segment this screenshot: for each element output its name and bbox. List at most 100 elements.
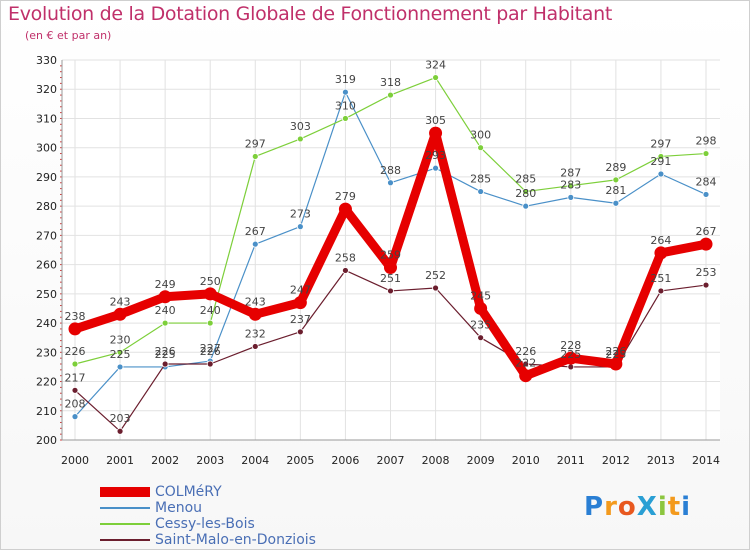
- data-label-saint-malo-en-donziois: 235: [470, 319, 491, 332]
- data-label-cessy-les-bois: 297: [245, 137, 266, 150]
- data-label-saint-malo-en-donziois: 232: [245, 327, 266, 340]
- logo-letter: o: [617, 492, 637, 522]
- x-tick-label: 2007: [377, 454, 405, 467]
- data-point-cessy-les-bois: [657, 153, 665, 160]
- data-point-saint-malo-en-donziois: [71, 386, 79, 394]
- data-point-menou: [477, 188, 485, 195]
- data-point-cessy-les-bois: [161, 319, 169, 327]
- data-label-menou: 225: [155, 348, 176, 361]
- chart-subtitle: (en € et par an): [25, 29, 112, 42]
- data-point-saint-malo-en-donziois: [161, 360, 169, 368]
- data-label-menou: 208: [65, 398, 86, 411]
- data-point-menou: [296, 223, 304, 231]
- data-point-menou: [342, 88, 349, 96]
- data-point-colmery: [654, 246, 668, 260]
- data-label-cessy-les-bois: 318: [380, 76, 401, 89]
- x-tick-label: 2000: [61, 454, 89, 467]
- data-label-colmery: 249: [155, 278, 176, 291]
- data-point-cessy-les-bois: [387, 91, 394, 99]
- data-label-menou: 225: [110, 348, 131, 361]
- data-point-saint-malo-en-donziois: [657, 287, 665, 295]
- data-label-cessy-les-bois: 226: [65, 345, 86, 358]
- data-label-colmery: 279: [335, 190, 356, 203]
- data-label-menou: 285: [470, 173, 491, 186]
- data-label-menou: 227: [200, 342, 221, 355]
- data-label-menou: 273: [290, 208, 311, 221]
- data-point-cessy-les-bois: [206, 319, 214, 327]
- legend-label-menou: Menou: [155, 500, 203, 516]
- legend-swatch-cessy: [100, 523, 150, 525]
- data-point-colmery: [203, 287, 217, 301]
- data-label-saint-malo-en-donziois: 226: [155, 345, 176, 358]
- x-tick-label: 2005: [286, 454, 314, 467]
- data-label-menou: 284: [696, 175, 717, 188]
- data-label-cessy-les-bois: 289: [605, 161, 626, 174]
- data-point-colmery: [474, 301, 488, 315]
- data-point-saint-malo-en-donziois: [432, 284, 439, 292]
- data-point-saint-malo-en-donziois: [387, 287, 394, 295]
- data-label-saint-malo-en-donziois: 253: [696, 266, 717, 279]
- data-point-cessy-les-bois: [612, 176, 620, 184]
- logo-letter: r: [604, 492, 618, 522]
- data-point-colmery: [384, 261, 397, 275]
- data-label-colmery: 305: [425, 114, 446, 127]
- data-label-saint-malo-en-donziois: 225: [605, 348, 626, 361]
- data-point-saint-malo-en-donziois: [477, 334, 485, 342]
- data-label-menou: 283: [560, 178, 581, 191]
- x-tick-label: 2012: [602, 454, 630, 467]
- data-label-menou: 293: [425, 149, 446, 162]
- data-label-colmery: 226: [605, 345, 626, 358]
- x-tick-label: 2003: [196, 454, 224, 467]
- logo-letter: t: [667, 492, 682, 522]
- chart-title: Evolution de la Dotation Globale de Fonc…: [8, 3, 613, 25]
- data-point-cessy-les-bois: [432, 74, 439, 81]
- data-point-cessy-les-bois: [702, 150, 710, 157]
- data-label-cessy-les-bois: 287: [560, 167, 581, 180]
- data-label-cessy-les-bois: 300: [470, 129, 491, 142]
- data-label-saint-malo-en-donziois: 252: [425, 269, 446, 282]
- data-label-cessy-les-bois: 324: [425, 59, 446, 72]
- y-tick-label: 240: [36, 317, 57, 330]
- data-label-saint-malo-en-donziois: 225: [560, 348, 581, 361]
- data-point-menou: [612, 199, 620, 207]
- legend-label-saint-malo: Saint-Malo-en-Donziois: [155, 532, 316, 548]
- x-tick-label: 2014: [692, 454, 720, 467]
- data-label-menou: 319: [335, 73, 356, 86]
- y-tick-label: 220: [36, 376, 57, 389]
- data-label-cessy-les-bois: 310: [335, 99, 356, 112]
- y-tick-label: 210: [36, 405, 57, 418]
- data-label-cessy-les-bois: 297: [650, 137, 671, 150]
- data-label-colmery: 250: [200, 275, 221, 288]
- y-tick-label: 320: [36, 83, 57, 96]
- y-tick-label: 260: [36, 259, 57, 272]
- x-tick-label: 2006: [331, 454, 359, 467]
- data-point-colmery: [609, 357, 623, 371]
- data-point-saint-malo-en-donziois: [567, 363, 575, 371]
- data-label-colmery: 243: [110, 295, 131, 308]
- data-label-cessy-les-bois: 240: [155, 304, 176, 317]
- data-label-colmery: 243: [245, 295, 266, 308]
- data-point-colmery: [158, 290, 172, 304]
- y-tick-label: 290: [36, 171, 57, 184]
- y-tick-label: 230: [36, 346, 57, 359]
- data-point-menou: [432, 164, 439, 172]
- data-point-menou: [657, 170, 665, 178]
- logo-letter: X: [636, 492, 658, 522]
- legend-label-colmery: COLMéRY: [155, 484, 222, 500]
- data-label-menou: 288: [380, 164, 401, 177]
- data-label-colmery: 222: [515, 357, 536, 370]
- y-tick-label: 280: [36, 200, 57, 213]
- data-label-colmery: 259: [380, 249, 401, 262]
- data-point-saint-malo-en-donziois: [116, 427, 124, 435]
- x-tick-label: 2008: [422, 454, 450, 467]
- legend-swatch-saint-malo: [100, 539, 150, 541]
- data-label-saint-malo-en-donziois: 258: [335, 251, 356, 264]
- data-point-cessy-les-bois: [251, 153, 259, 160]
- data-point-colmery: [699, 237, 713, 251]
- logo-letter: i: [681, 492, 692, 522]
- x-tick-label: 2002: [151, 454, 179, 467]
- data-point-cessy-les-bois: [116, 348, 124, 356]
- data-label-colmery: 264: [650, 234, 671, 247]
- data-point-saint-malo-en-donziois: [251, 343, 259, 350]
